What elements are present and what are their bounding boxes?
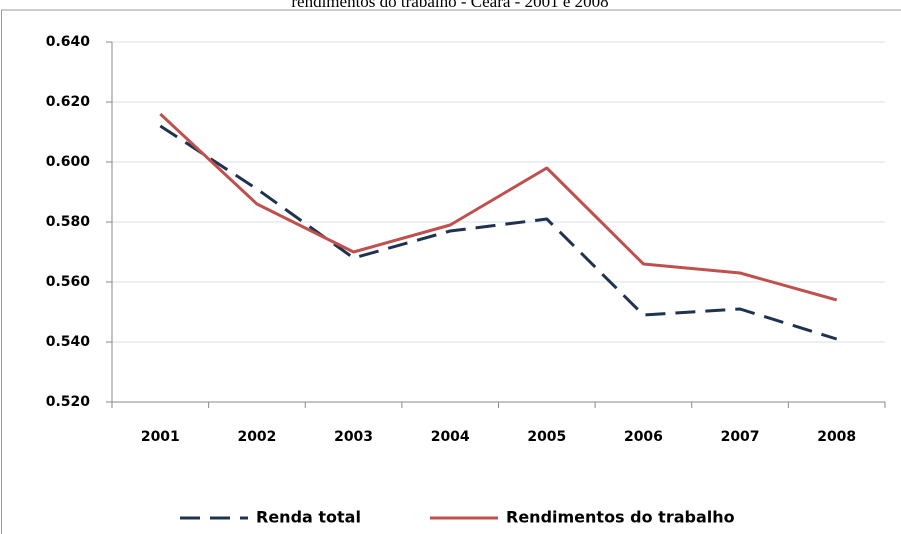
chart-frame <box>1 9 901 534</box>
x-tick-label: 2005 <box>527 429 566 445</box>
y-tick-label: 0.580 <box>46 214 91 230</box>
y-tick-label: 0.560 <box>46 274 91 290</box>
legend-label: Rendimentos do trabalho <box>506 508 735 527</box>
y-tick-label: 0.540 <box>46 334 91 350</box>
data-line <box>159 112 838 302</box>
x-tick-label: 2003 <box>334 429 373 445</box>
y-tick-label: 0.640 <box>46 34 91 50</box>
x-tick-label: 2002 <box>237 429 276 445</box>
x-tick-label: 2001 <box>141 429 180 445</box>
x-tick-label: 2008 <box>817 429 856 445</box>
y-tick-label: 0.620 <box>46 94 91 110</box>
chart-title: rendimentos do trabalho - Ceará - 2001 e… <box>291 0 608 11</box>
y-tick-label: 0.600 <box>46 154 91 170</box>
y-tick-label: 0.520 <box>46 394 91 410</box>
x-tick-label: 2006 <box>624 429 663 445</box>
x-tick-label: 2004 <box>431 429 470 445</box>
data-line <box>159 124 838 341</box>
legend-label: Renda total <box>256 508 361 527</box>
x-tick-label: 2007 <box>721 429 760 445</box>
